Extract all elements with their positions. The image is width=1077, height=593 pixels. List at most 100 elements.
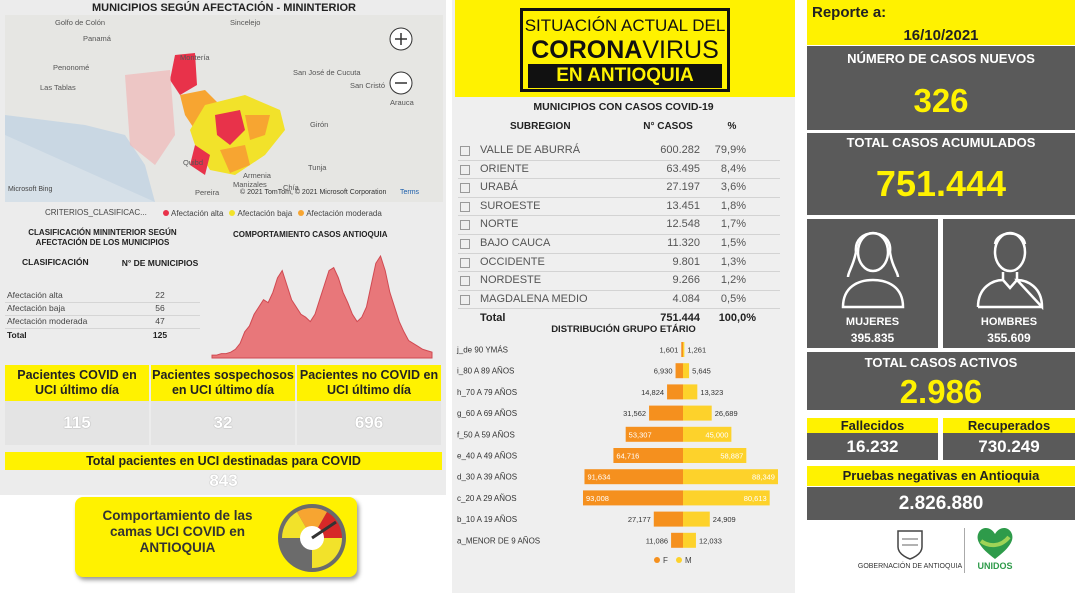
cases-cell: SUROESTE <box>480 199 541 212</box>
value-label: 53,307 <box>629 430 652 439</box>
map-attribution: © 2021 TomTom, © 2021 Microsoft Corporat… <box>240 189 387 196</box>
uci-button-text[interactable]: Comportamiento de las camas UCI COVID en… <box>102 508 253 555</box>
legend-label: Afectación moderada <box>306 208 382 218</box>
map-label: Armenia <box>243 171 272 180</box>
tests-value: 2.826.880 <box>807 487 1075 520</box>
cases-cell: 100,0% <box>718 312 756 325</box>
cases-cell: OCCIDENTE <box>480 255 545 268</box>
women-value: 395.835 <box>850 331 895 345</box>
cases-table-title: MUNICIPIOS CON CASOS COVID-19 <box>533 101 714 113</box>
cases-rows: VALLE DE ABURRÁ 600.282 79,9% ORIENTE 63.495… <box>458 142 780 327</box>
new-cases-value: 326 <box>913 82 969 119</box>
logo-line2: CORONAVIRUS <box>520 36 730 65</box>
age-label: c_20 A 29 AÑOS <box>457 494 517 503</box>
cases-cell: 8,4% <box>720 162 746 175</box>
unidos-logo-text: UNIDOS <box>977 561 1013 571</box>
class-cell: 56 <box>155 303 165 313</box>
legend-item: Afectación moderada <box>298 208 382 218</box>
bar <box>683 363 690 379</box>
uci-box-value: 32 <box>151 401 295 445</box>
cases-cell: 1,7% <box>720 218 746 231</box>
bar <box>683 405 712 421</box>
cases-cell: NORTE <box>480 218 519 231</box>
man-icon <box>976 231 1044 310</box>
bar <box>613 448 683 463</box>
legend-swatch <box>676 557 682 563</box>
class-total-row: Total 125 <box>5 329 200 342</box>
total-cases-value: 751.444 <box>875 163 1007 204</box>
map-label: San Cristó <box>350 81 385 90</box>
cases-cell: 79,9% <box>714 144 746 156</box>
map-label: Quibd <box>183 158 203 167</box>
cases-cell: 0,5% <box>720 292 746 305</box>
map-label: Arauca <box>390 98 415 107</box>
cases-cell: 1,8% <box>720 199 746 212</box>
cases-cell: 27.197 <box>666 181 700 194</box>
cases-row: OCCIDENTE 9.801 1,3% <box>458 254 780 273</box>
cases-cell: NORDESTE <box>480 274 542 287</box>
logo-line1: SITUACIÓN ACTUAL DEL <box>524 16 726 35</box>
uci-box-label: Pacientes no COVID en UCI último día <box>297 365 441 401</box>
class-cell: Total <box>7 330 27 340</box>
bar <box>625 426 683 442</box>
logo-divider <box>964 528 965 573</box>
cases-row: ORIENTE 63.495 8,4% <box>458 161 780 180</box>
class-cell: Afectación moderada <box>7 316 88 326</box>
bar <box>653 511 683 527</box>
cases-cell: 600.282 <box>660 144 700 156</box>
cases-cell: 63.495 <box>666 162 700 175</box>
cases-row: NORDESTE 9.266 1,2% <box>458 272 780 291</box>
bar <box>667 384 683 400</box>
cases-cell: 3,6% <box>720 181 746 194</box>
expand-icon <box>460 276 470 287</box>
woman-icon <box>841 231 905 309</box>
legend-swatch <box>163 210 169 216</box>
value-label: 58,887 <box>720 452 743 461</box>
total-cases-box <box>807 133 1075 215</box>
class-cell: 125 <box>152 330 168 340</box>
tests-label: Pruebas negativas en Antioquia <box>807 466 1075 486</box>
cases-row: SUROESTE 13.451 1,8% <box>458 198 780 217</box>
gov-shield <box>897 530 923 560</box>
recovered-label: Recuperados <box>943 418 1075 433</box>
map-label: Las Tablas <box>40 83 76 92</box>
new-cases-label: NÚMERO DE CASOS NUEVOS <box>847 51 1035 66</box>
value-label: 13,323 <box>700 388 723 397</box>
age-label: a_MENOR DE 9 AÑOS <box>457 536 540 545</box>
value-label: 45,000 <box>705 430 728 439</box>
class-cell: Afectación alta <box>7 290 63 300</box>
area-chart-title: COMPORTAMIENTO CASOS ANTIOQUIA <box>233 230 388 239</box>
expand-icon <box>460 164 470 175</box>
class-row: Afectación baja 56 <box>5 303 200 316</box>
bar <box>683 384 698 400</box>
value-label: 11,086 <box>646 536 668 545</box>
class-cell: Afectación baja <box>7 303 66 313</box>
area-chart <box>211 254 433 359</box>
map-label: Golfo de Colón <box>55 18 105 27</box>
map-label: Montería <box>180 53 210 62</box>
value-label: 31,562 <box>623 409 646 418</box>
logo-corona: CORONA <box>531 36 643 64</box>
class-rows: Afectación alta 22 Afectación baja 56 Afecta… <box>5 290 200 342</box>
uci-total-value: 843 <box>209 471 238 490</box>
value-label: 14,824 <box>641 388 664 397</box>
map-label: Manizales <box>233 180 267 189</box>
cases-cell: 9.801 <box>672 255 700 268</box>
uci-total-label: Total pacientes en UCI destinadas para C… <box>5 452 442 470</box>
map-label: Sincelejo <box>230 18 260 27</box>
bar <box>683 469 778 485</box>
report-box <box>807 0 1075 45</box>
bar <box>683 532 696 548</box>
map-label: Girón <box>310 120 328 129</box>
men-box <box>943 219 1075 348</box>
active-box <box>807 352 1075 410</box>
value-label: 12,033 <box>699 536 722 545</box>
gauge-icon <box>278 504 346 572</box>
map-terms[interactable]: Terms <box>400 189 420 196</box>
cases-cell: 1,5% <box>720 236 746 249</box>
logo-line3: EN ANTIOQUIA <box>528 64 722 88</box>
cases-cell: 11.320 <box>667 236 700 249</box>
age-label: f_50 A 59 AÑOS <box>457 430 515 439</box>
legend-label: M <box>685 556 692 565</box>
